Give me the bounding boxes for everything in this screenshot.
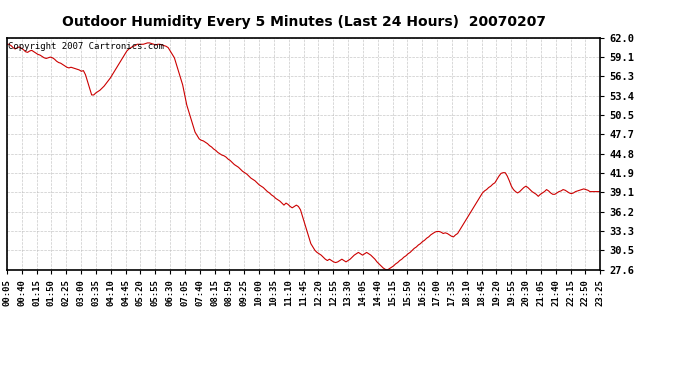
Text: Copyright 2007 Cartronics.com: Copyright 2007 Cartronics.com <box>8 42 164 51</box>
Text: Outdoor Humidity Every 5 Minutes (Last 24 Hours)  20070207: Outdoor Humidity Every 5 Minutes (Last 2… <box>61 15 546 29</box>
